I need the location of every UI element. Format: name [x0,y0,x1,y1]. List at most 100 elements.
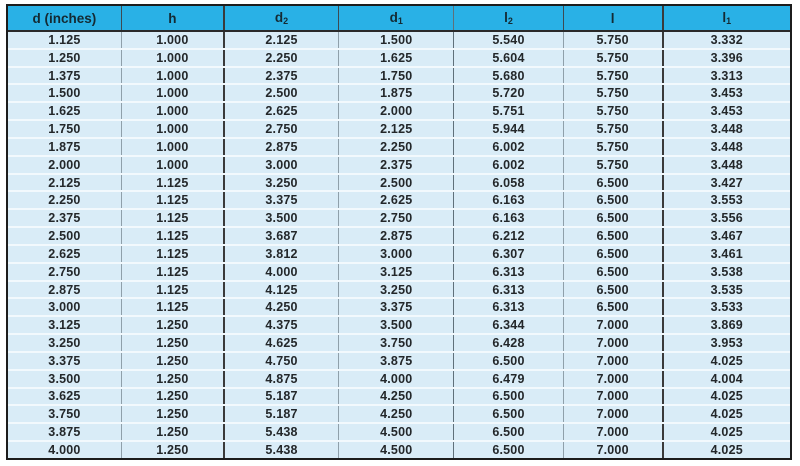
cell-d1: 4.500 [338,423,455,443]
cell-d1: 2.250 [338,137,455,157]
table-row: 3.500 1.250 4.875 4.000 6.479 7.000 4.004 [8,369,790,389]
table-row: 3.125 1.250 4.375 3.500 6.344 7.000 3.869 [8,316,790,336]
cell-d: 2.500 [8,227,122,246]
cell-l: 7.000 [563,351,664,371]
cell-d1: 2.500 [338,173,455,193]
cell-d1: 2.375 [338,155,455,175]
cell-h: 1.000 [121,137,225,157]
cell-l2: 6.313 [453,280,564,300]
cell-d1: 1.750 [338,66,455,86]
cell-d1: 4.250 [338,405,455,425]
cell-d2: 5.187 [223,387,340,407]
cell-d: 1.625 [8,102,122,122]
table-row: 3.000 1.125 4.250 3.375 6.313 6.500 3.533 [8,298,790,318]
cell-d: 3.625 [8,387,122,407]
cell-l1: 3.448 [662,120,790,139]
cell-l: 7.000 [563,441,664,458]
cell-l: 7.000 [563,423,664,443]
cell-l2: 5.944 [453,120,564,139]
cell-h: 1.000 [121,120,225,139]
cell-d2: 2.875 [223,137,340,157]
cell-l1: 3.332 [662,31,790,50]
cell-d1: 3.750 [338,334,455,353]
cell-l: 6.500 [563,191,664,211]
cell-d2: 2.125 [223,31,340,50]
header-row: d (inches) h d2 d1 l2 l l1 [8,6,790,32]
cell-h: 1.250 [121,405,225,425]
cell-l1: 3.448 [662,137,790,157]
cell-h: 1.125 [121,173,225,193]
cell-l1: 3.453 [662,102,790,122]
cell-d: 3.250 [8,334,122,353]
cell-d: 1.250 [8,48,122,68]
cell-l1: 3.869 [662,316,790,336]
cell-l2: 6.500 [453,423,564,443]
cell-d: 3.000 [8,298,122,318]
cell-l: 6.500 [563,209,664,229]
cell-d1: 3.250 [338,280,455,300]
table-row: 1.250 1.000 2.250 1.625 5.604 5.750 3.396 [8,48,790,68]
cell-d2: 3.000 [223,155,340,175]
cell-d2: 2.625 [223,102,340,122]
cell-l2: 6.163 [453,209,564,229]
table-row: 2.500 1.125 3.687 2.875 6.212 6.500 3.467 [8,227,790,246]
cell-l1: 3.453 [662,84,790,104]
cell-l1: 3.461 [662,244,790,264]
cell-l1: 3.427 [662,173,790,193]
cell-d: 2.750 [8,262,122,282]
column-header-d: d (inches) [8,6,122,32]
cell-l: 5.750 [563,120,664,139]
cell-d: 2.250 [8,191,122,211]
cell-l: 5.750 [563,137,664,157]
cell-h: 1.000 [121,66,225,86]
cell-h: 1.000 [121,102,225,122]
column-header-h: h [121,6,225,32]
cell-d: 3.875 [8,423,122,443]
cell-d2: 4.000 [223,262,340,282]
cell-h: 1.250 [121,387,225,407]
cell-d2: 4.375 [223,316,340,336]
cell-d: 2.125 [8,173,122,193]
cell-l: 6.500 [563,227,664,246]
table-row: 2.375 1.125 3.500 2.750 6.163 6.500 3.556 [8,209,790,229]
cell-d1: 3.125 [338,262,455,282]
cell-l2: 6.212 [453,227,564,246]
cell-l1: 4.025 [662,423,790,443]
cell-d1: 2.750 [338,209,455,229]
cell-l2: 5.720 [453,84,564,104]
cell-l: 6.500 [563,298,664,318]
column-header-l2: l2 [453,6,564,32]
cell-d2: 3.375 [223,191,340,211]
cell-h: 1.125 [121,227,225,246]
cell-l: 5.750 [563,102,664,122]
cell-d1: 3.000 [338,244,455,264]
cell-l2: 6.058 [453,173,564,193]
cell-d1: 1.875 [338,84,455,104]
cell-l1: 3.467 [662,227,790,246]
table-row: 1.875 1.000 2.875 2.250 6.002 5.750 3.448 [8,137,790,157]
table-row: 1.375 1.000 2.375 1.750 5.680 5.750 3.313 [8,66,790,86]
cell-h: 1.250 [121,369,225,389]
cell-l2: 6.428 [453,334,564,353]
cell-h: 1.125 [121,209,225,229]
cell-d2: 5.438 [223,441,340,458]
cell-l: 6.500 [563,244,664,264]
table-row: 2.625 1.125 3.812 3.000 6.307 6.500 3.461 [8,244,790,264]
cell-d1: 1.625 [338,48,455,68]
cell-d: 3.375 [8,351,122,371]
table-row: 4.000 1.250 5.438 4.500 6.500 7.000 4.025 [8,441,790,458]
cell-l2: 5.680 [453,66,564,86]
cell-d: 2.625 [8,244,122,264]
cell-d2: 4.625 [223,334,340,353]
dimensions-table-frame: d (inches) h d2 d1 l2 l l1 1.125 1.000 2.125 1.50… [6,4,792,460]
table-header: d (inches) h d2 d1 l2 l l1 [8,6,790,32]
cell-d: 3.125 [8,316,122,336]
cell-d: 3.500 [8,369,122,389]
column-header-l: l [563,6,664,32]
cell-l2: 6.313 [453,298,564,318]
table-row: 3.625 1.250 5.187 4.250 6.500 7.000 4.025 [8,387,790,407]
cell-d2: 3.250 [223,173,340,193]
cell-d: 4.000 [8,441,122,458]
cell-l2: 6.163 [453,191,564,211]
cell-d2: 2.750 [223,120,340,139]
